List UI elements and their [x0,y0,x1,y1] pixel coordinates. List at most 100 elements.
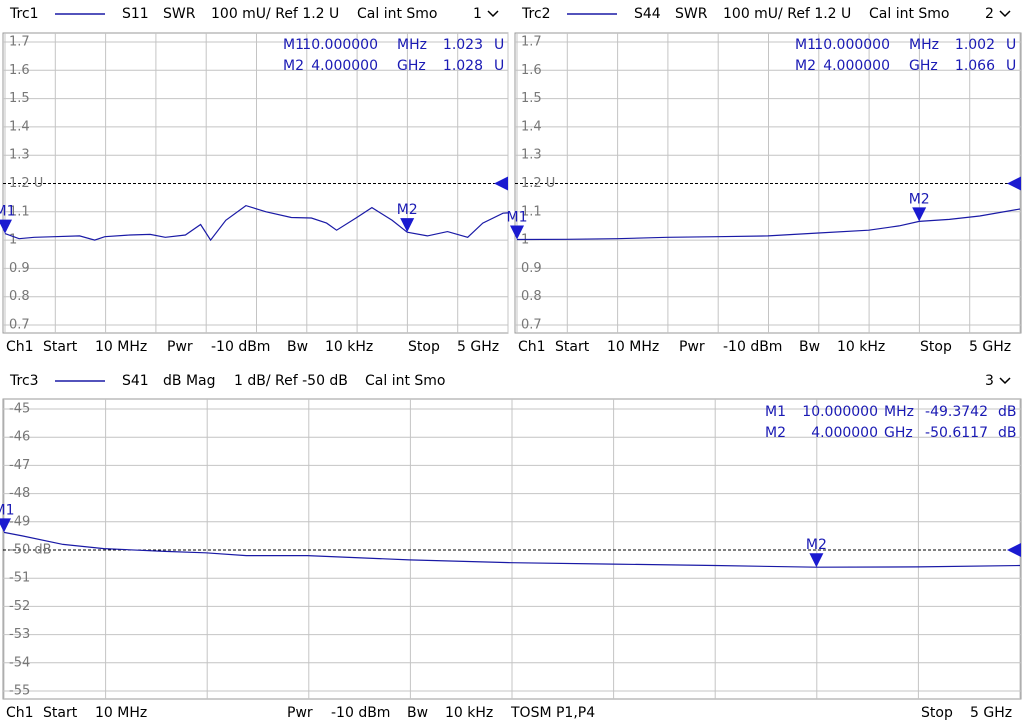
y-tick-label: 1.5 [9,91,30,106]
footer-label: 10 MHz [95,705,147,721]
y-tick-label: 1.6 [9,63,30,78]
y-tick-label: -54 [9,655,30,670]
reference-marker [1007,176,1021,191]
y-tick-label: -53 [9,627,30,642]
footer-label: Pwr [167,339,193,355]
marker-triangle [510,225,524,240]
y-tick-label: -50 dB [9,543,52,558]
footer-label: Start [555,339,590,355]
y-tick-label: 1 [9,233,17,248]
marker-readout-x-label: 4.000000 [823,58,890,74]
marker-readout-x-unit: MHz [884,404,914,420]
footer-label: Start [43,339,78,355]
marker-label: M2 [806,537,827,553]
y-tick-label: 1.2 U [9,176,43,191]
y-tick-label: 0.9 [521,261,542,276]
y-tick-label: 0.8 [9,289,30,304]
header-trace: Trc3 [9,373,39,389]
footer-label: Stop [921,705,953,721]
footer-label: 5 GHz [969,339,1011,355]
footer-label: Bw [407,705,428,721]
footer-label: 10 MHz [95,339,147,355]
footer-label: Bw [799,339,820,355]
y-tick-label: 1.3 [521,148,542,163]
channel-menu-chevron [999,377,1011,385]
y-tick-label: -55 [9,684,30,699]
marker-triangle [400,218,415,233]
header-scale: 100 mU/ Ref 1.2 U [723,6,851,22]
header-channel: 3 [985,373,994,389]
header-trace: Trc1 [9,6,39,22]
y-tick-label: -52 [9,599,30,614]
marker-triangle [912,207,927,222]
trace-line [4,204,509,242]
marker-readout-value: 1.023 [443,37,483,53]
marker-readout-name: M1 [795,37,816,53]
marker-label: M2 [909,191,930,207]
marker-readout-x-unit: GHz [397,58,426,74]
footer-label: Bw [287,339,308,355]
header-format: dB Mag [163,373,216,389]
y-tick-label: -47 [9,458,30,473]
y-tick-label: -48 [9,486,30,501]
footer-label: 10 kHz [445,705,493,721]
footer-label: -10 dBm [211,339,270,355]
y-tick-label: 1.6 [521,63,542,78]
channel-menu-chevron [999,10,1011,18]
marker-readout-unit: U [494,58,504,74]
y-tick-label: -49 [9,514,30,529]
marker-readout-name: M2 [795,58,816,74]
channel-menu-chevron [487,10,499,18]
y-tick-label: 0.8 [521,289,542,304]
header-cal: Cal int Smo [869,6,950,22]
marker-triangle [809,553,824,568]
footer-label: Ch1 [518,339,546,355]
marker-label: M1 [0,204,16,220]
marker-readout-unit: dB [998,425,1017,441]
footer-label: 10 kHz [325,339,373,355]
y-tick-label: 1.1 [9,204,30,219]
trace-line [3,531,1021,568]
marker-readout-unit: dB [998,404,1017,420]
footer-label: 10 MHz [607,339,659,355]
marker-readout-value: -49.3742 [925,404,988,420]
marker-readout-name: M1 [283,37,304,53]
marker-readout-x-label: 4.000000 [811,425,878,441]
marker-readout-x-label: 10.000000 [302,37,378,53]
marker-readout-x-unit: GHz [884,425,913,441]
footer-label: Stop [920,339,952,355]
footer-label: -10 dBm [331,705,390,721]
marker-readout-x-unit: GHz [909,58,938,74]
footer-label: 10 kHz [837,339,885,355]
y-tick-label: 1.4 [9,119,30,134]
y-tick-label: -45 [9,402,30,417]
footer-label: Pwr [679,339,705,355]
footer-label: Stop [408,339,440,355]
footer-label: TOSM P1,P4 [510,705,595,721]
footer-label: Start [43,705,78,721]
marker-label: M1 [0,502,15,518]
y-tick-label: 0.7 [9,318,30,333]
marker-triangle [0,219,12,234]
header-param: S44 [634,6,661,22]
y-tick-label: 1.5 [521,91,542,106]
marker-readout-unit: U [494,37,504,53]
marker-triangle [0,518,11,533]
header-cal: Cal int Smo [365,373,446,389]
footer-label: 5 GHz [457,339,499,355]
y-tick-label: -51 [9,571,30,586]
header-param: S41 [122,373,149,389]
trace-line [516,208,1021,241]
footer-label: 5 GHz [970,705,1012,721]
marker-readout-name: M2 [283,58,304,74]
marker-readout-name: M1 [765,404,786,420]
footer-label: Ch1 [6,339,34,355]
marker-readout-x-label: 4.000000 [311,58,378,74]
header-scale: 100 mU/ Ref 1.2 U [211,6,339,22]
marker-readout-name: M2 [765,425,786,441]
header-channel: 2 [985,6,994,22]
header-channel: 1 [473,6,482,22]
marker-readout-value: -50.6117 [925,425,988,441]
y-tick-label: 1.3 [9,148,30,163]
marker-readout-x-unit: MHz [909,37,939,53]
